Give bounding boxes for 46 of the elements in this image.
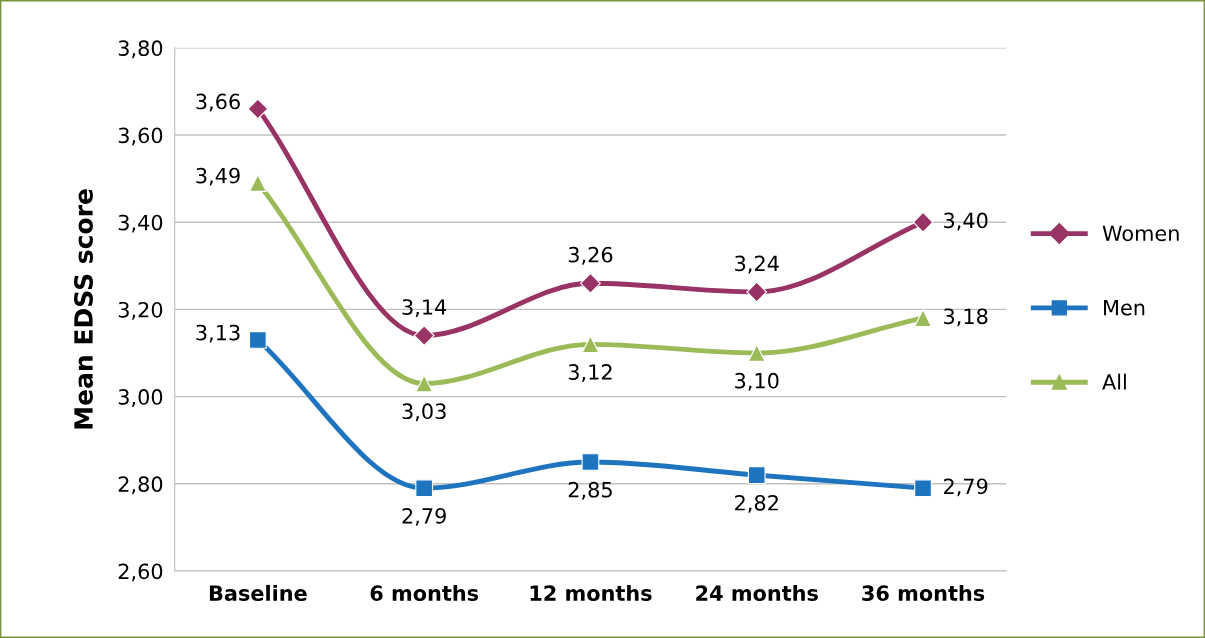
point [747, 466, 766, 484]
data-label: 3,13 [196, 324, 240, 343]
data-label: 2,85 [568, 481, 612, 500]
y-tick-label: 2,60 [118, 563, 163, 582]
point [581, 453, 600, 471]
x-tick-label: 36 months [862, 584, 985, 602]
data-label: 2,82 [735, 494, 778, 513]
data-label: 3,12 [568, 364, 612, 382]
data-label: 2,79 [402, 507, 446, 526]
point [415, 374, 434, 393]
point [581, 335, 600, 354]
data-label: 2,79 [944, 478, 988, 497]
point [914, 479, 932, 498]
data-label: 3,03 [402, 403, 446, 422]
y-tick-label: 3,80 [118, 40, 163, 59]
point [248, 331, 267, 349]
point [914, 309, 932, 328]
data-label: 3,66 [196, 93, 240, 112]
y-tick-label: 3,40 [118, 214, 163, 233]
point [247, 98, 269, 120]
data-label: 3,14 [402, 299, 447, 318]
point [580, 272, 601, 294]
y-axis-title: Mean EDSS score [74, 189, 93, 429]
legend-label: Women [1102, 225, 1179, 242]
point [413, 325, 435, 346]
point [747, 344, 766, 362]
y-tick-label: 2,80 [118, 476, 163, 495]
x-tick-label: 6 months [370, 584, 479, 602]
data-label: 3,26 [568, 246, 613, 265]
data-label: 3,10 [735, 372, 779, 391]
point [248, 174, 267, 192]
data-label: 3,40 [944, 212, 988, 231]
legend-label: Men [1104, 299, 1145, 316]
data-label: 3,18 [944, 308, 988, 327]
y-tick-label: 3,00 [118, 389, 163, 407]
data-label: 3,49 [196, 167, 240, 186]
point [415, 479, 434, 498]
data-label: 3,24 [735, 255, 779, 274]
point [746, 281, 768, 303]
legend-label: All [1102, 373, 1126, 390]
point [912, 211, 934, 233]
y-tick-label: 3,60 [118, 127, 163, 146]
x-tick-label: 24 months [696, 584, 818, 602]
y-tick-label: 3,20 [118, 301, 163, 320]
x-tick-label: Baseline [209, 584, 307, 602]
x-tick-label: 12 months [530, 584, 652, 602]
